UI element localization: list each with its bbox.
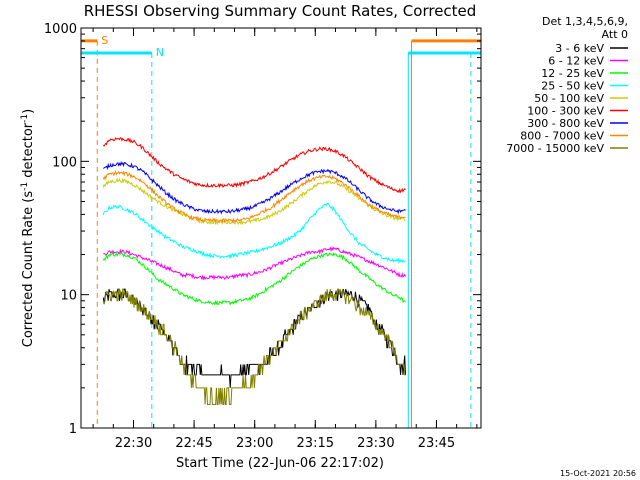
x-tick-label: 22:30 — [115, 436, 152, 451]
legend-entry-label: 100 - 300 keV — [527, 105, 604, 118]
x-tick-label: 23:15 — [297, 436, 334, 451]
flag-label-S: S — [101, 34, 108, 47]
x-axis-ticks: 22:30 22:45 23:00 23:15 23:30 23:45 — [92, 28, 478, 451]
x-tick-label: 23:00 — [236, 436, 273, 451]
y-tick-label: 1 — [69, 422, 77, 437]
plot-area: SN — [81, 34, 481, 428]
series-line-5 — [102, 136, 406, 194]
legend-entry-label: 50 - 100 keV — [534, 92, 604, 105]
y-tick-label: 1000 — [44, 22, 77, 37]
series-line-4 — [102, 177, 406, 226]
legend-entry-label: 800 - 7000 keV — [520, 130, 604, 143]
y-axis-label: Corrected Count Rate (s-1 detector-1) — [20, 109, 36, 347]
legend-entry-label: 3 - 6 keV — [555, 42, 604, 55]
series-line-8 — [102, 288, 406, 405]
y-tick-label: 10 — [60, 289, 77, 304]
flag-label-N: N — [156, 46, 164, 59]
y-tick-label: 100 — [52, 155, 77, 170]
plot-frame — [80, 27, 482, 429]
x-axis-label: Start Time (22-Jun-06 22:17:02) — [176, 456, 384, 471]
series-line-7 — [102, 170, 406, 224]
legend-entry-label: 6 - 12 keV — [548, 55, 604, 68]
legend-entry-label: 7000 - 15000 keV — [506, 142, 604, 155]
series-line-6 — [103, 160, 406, 215]
chart-title: RHESSI Observing Summary Count Rates, Co… — [84, 2, 477, 20]
legend-title-line-1: Det 1,3,4,5,6,9, — [542, 15, 628, 28]
x-tick-label: 23:30 — [357, 436, 394, 451]
legend-entry-label: 25 - 50 keV — [541, 80, 604, 93]
footer-timestamp: 15-Oct-2021 20:56 — [560, 469, 636, 478]
series-line-3 — [102, 202, 406, 265]
series-line-2 — [102, 252, 406, 306]
series-line-1 — [103, 246, 406, 281]
series-line-0 — [102, 288, 406, 388]
legend-title-line-2: Att 0 — [602, 28, 628, 41]
legend-entry-label: 12 - 25 keV — [541, 67, 604, 80]
legend-entry-label: 300 - 800 keV — [527, 117, 604, 130]
y-axis-ticks: 1 10 100 1000 — [44, 22, 481, 437]
x-tick-label: 22:45 — [175, 436, 212, 451]
x-tick-label: 23:45 — [418, 436, 455, 451]
